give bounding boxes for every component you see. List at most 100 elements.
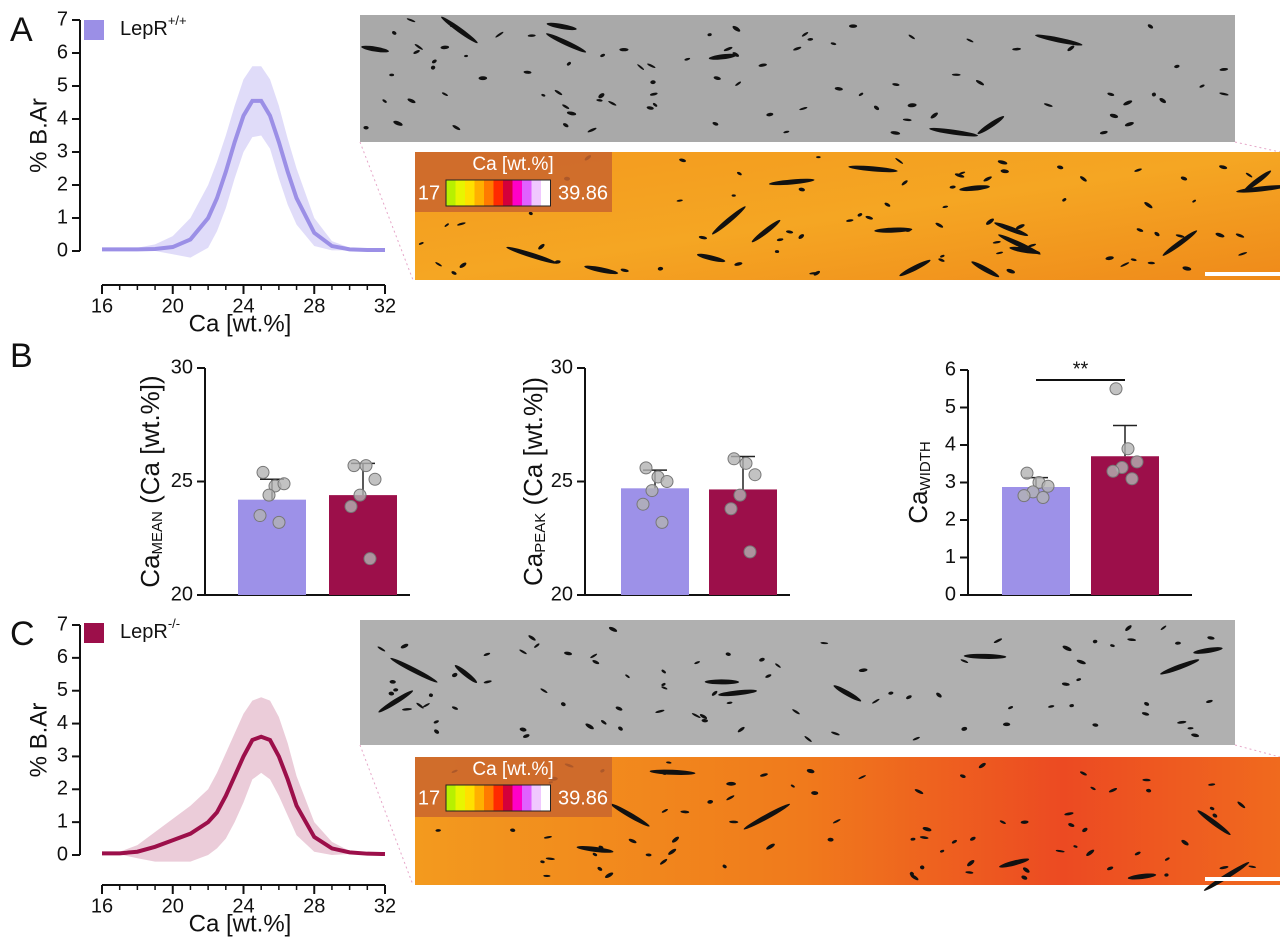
legend-swatch	[84, 20, 104, 40]
colorbar-swatch	[456, 180, 466, 206]
y-tick-label: 5	[945, 396, 956, 418]
colorbar-swatch	[532, 180, 542, 206]
data-point	[749, 469, 761, 481]
data-point	[656, 516, 668, 528]
x-tick-label: 16	[91, 295, 113, 317]
y-axis-title: CaMEAN (Ca [wt.%])	[135, 375, 166, 587]
colorbar-swatch	[513, 785, 523, 811]
data-point	[257, 466, 269, 478]
scale-bar	[1205, 877, 1280, 881]
y-tick-label: 4	[945, 433, 956, 455]
y-axis-title-part: Ca	[135, 554, 165, 588]
y-axis-title: % B.Ar	[25, 703, 52, 778]
lacuna	[849, 24, 857, 27]
data-point	[728, 453, 740, 465]
data-point	[273, 516, 285, 528]
panel-label: B	[10, 337, 33, 375]
legend-swatch	[84, 623, 104, 643]
y-axis-title: % B.Ar	[25, 98, 52, 173]
colorbar-swatch	[522, 785, 532, 811]
y-axis-title-part: WIDTH	[917, 441, 934, 490]
colorbar-swatch	[503, 180, 513, 206]
y-tick-label: 6	[57, 41, 68, 63]
lacuna	[726, 782, 736, 786]
y-tick-label: 5	[57, 74, 68, 96]
data-point	[744, 546, 756, 558]
image-group	[360, 15, 1280, 280]
x-tick-label: 20	[162, 895, 184, 917]
y-tick-label: 1	[945, 546, 956, 568]
y-tick-label: 4	[57, 107, 68, 129]
sem-image	[360, 15, 1235, 142]
sem-image	[360, 620, 1235, 745]
bar-chart: 0123456CaWIDTH**	[903, 358, 1192, 605]
y-tick-label: 5	[57, 679, 68, 701]
colorbar-max: 39.86	[558, 787, 608, 809]
data-point	[1021, 467, 1033, 479]
colorbar-swatch	[532, 785, 542, 811]
data-point	[254, 510, 266, 522]
y-tick-label: 2	[945, 508, 956, 530]
colorbar-title: Ca [wt.%]	[472, 759, 553, 780]
x-tick-label: 16	[91, 895, 113, 917]
bar	[1002, 487, 1070, 595]
colorbar-swatch	[541, 180, 551, 206]
y-tick-label: 1	[57, 810, 68, 832]
y-axis-title-part: (Ca [wt.%])	[135, 375, 165, 511]
data-point	[1126, 473, 1138, 485]
data-point	[278, 478, 290, 490]
colorbar-swatch	[465, 785, 475, 811]
y-axis-title-part: Ca	[518, 552, 548, 586]
legend-superscript: +/+	[168, 13, 187, 28]
colorbar-swatch	[541, 785, 551, 811]
y-tick-label: 3	[945, 471, 956, 493]
x-tick-label: 28	[303, 295, 325, 317]
data-point	[740, 457, 752, 469]
significance-label: **	[1073, 358, 1089, 380]
data-point	[1122, 443, 1134, 455]
image-group	[360, 620, 1280, 885]
y-tick-label: 25	[171, 470, 193, 492]
colorbar-swatch	[475, 180, 485, 206]
y-tick-label: 0	[57, 843, 68, 865]
colorbar-swatch	[503, 785, 513, 811]
y-tick-label: 3	[57, 745, 68, 767]
y-axis-title-part: PEAK	[532, 513, 549, 553]
data-point	[646, 485, 658, 497]
colorbar-swatch	[465, 180, 475, 206]
data-point	[345, 500, 357, 512]
line-chart: 012345671620242832Ca [wt.%]% B.ArLepR+/+	[25, 8, 396, 337]
data-point	[364, 553, 376, 565]
lacuna	[1003, 723, 1010, 727]
colorbar-max: 39.86	[558, 182, 608, 204]
legend-label: LepR+/+	[120, 13, 187, 40]
colorbar-min: 17	[418, 182, 440, 204]
data-point	[734, 489, 746, 501]
line-chart: 012345671620242832Ca [wt.%]% B.ArLepR-/-	[25, 613, 396, 937]
data-point	[1131, 456, 1143, 468]
scale-bar	[1205, 272, 1280, 276]
y-tick-label: 30	[551, 356, 573, 378]
y-tick-label: 6	[945, 358, 956, 380]
x-tick-label: 28	[303, 895, 325, 917]
zoom-line	[1235, 142, 1280, 152]
y-axis-title: CaPEAK (Ca [wt.%])	[518, 377, 549, 586]
y-tick-label: 4	[57, 712, 68, 734]
y-tick-label: 0	[945, 583, 956, 605]
data-point	[354, 489, 366, 501]
y-tick-label: 20	[171, 583, 193, 605]
data-point	[360, 460, 372, 472]
y-tick-label: 20	[551, 583, 573, 605]
bar	[238, 500, 306, 595]
data-point	[637, 498, 649, 510]
panel-label: A	[10, 11, 33, 49]
colorbar-swatch	[446, 785, 456, 811]
bar	[1091, 456, 1159, 595]
legend-superscript: -/-	[168, 616, 180, 631]
bar	[709, 489, 777, 595]
legend-label: LepR-/-	[120, 616, 180, 643]
colorbar-swatch	[484, 785, 494, 811]
data-point	[1042, 480, 1054, 492]
y-axis-title-part: MEAN	[149, 511, 166, 554]
data-point	[263, 489, 275, 501]
